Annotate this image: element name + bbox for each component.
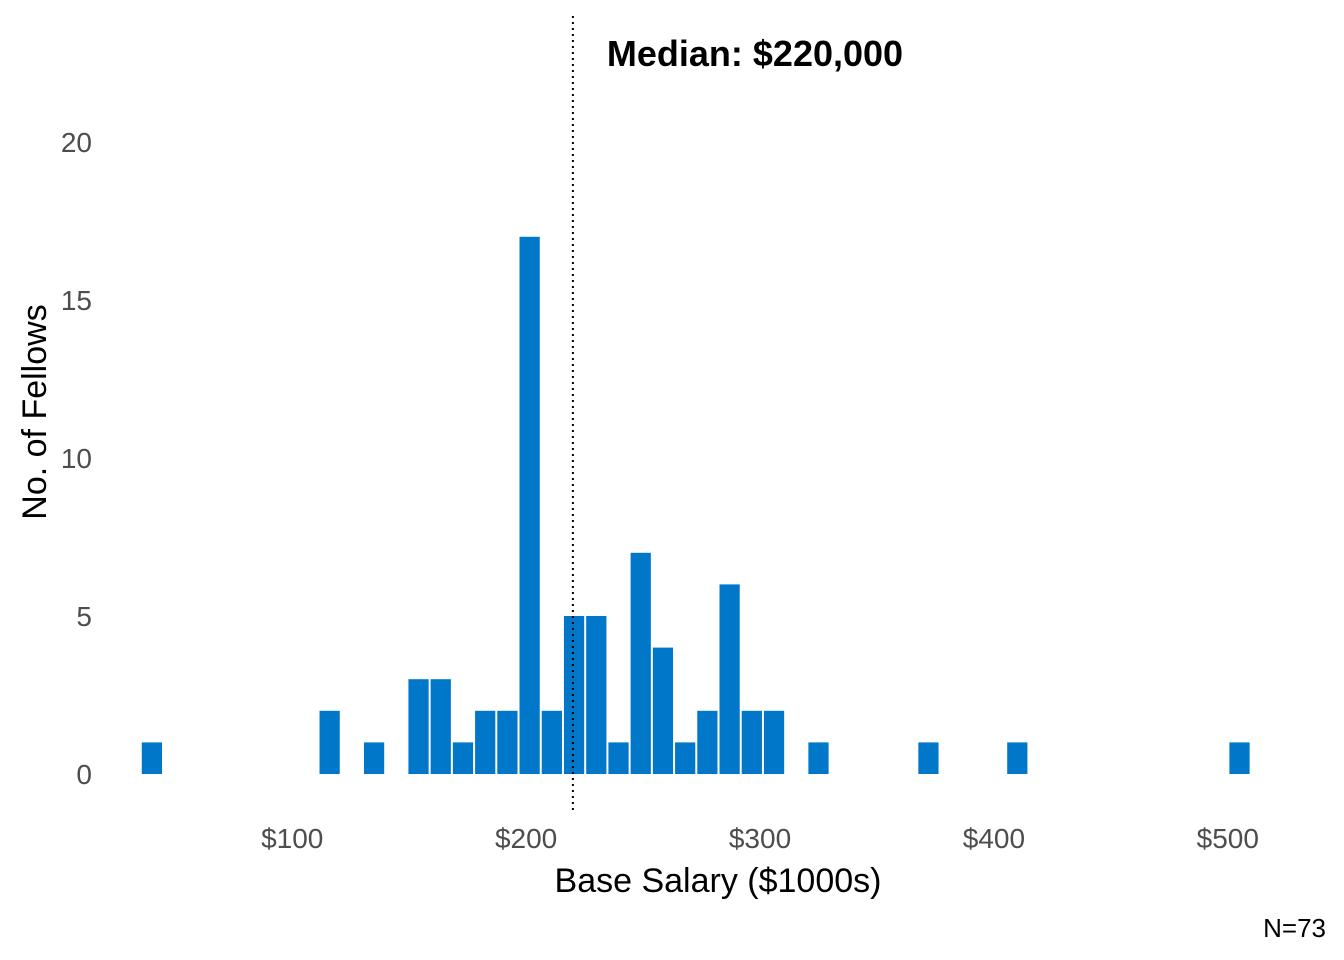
histogram-bar — [141, 742, 162, 774]
x-tick-label: $200 — [495, 823, 557, 854]
y-tick-label: 20 — [61, 127, 92, 158]
x-tick-label: $500 — [1197, 823, 1259, 854]
histogram-bars — [141, 236, 1250, 775]
histogram-bar — [541, 710, 562, 774]
histogram-bar — [652, 647, 674, 774]
histogram-bar — [452, 742, 474, 774]
x-axis-ticks: $100 $200 $300 $400 $500 — [261, 823, 1259, 854]
histogram-bar — [918, 742, 939, 774]
x-axis-title: Base Salary ($1000s) — [555, 862, 882, 900]
median-label: Median: $220,000 — [607, 33, 903, 74]
histogram-bar — [697, 710, 718, 774]
y-axis-ticks: 0 5 10 15 20 — [61, 127, 92, 790]
y-tick-label: 5 — [76, 601, 92, 632]
histogram-bar — [608, 742, 629, 774]
y-axis-title: No. of Fellows — [16, 304, 54, 519]
histogram-bar — [363, 742, 385, 774]
histogram-bar — [408, 679, 429, 774]
histogram-bar — [430, 679, 451, 774]
sample-size-caption: N=73 — [1263, 913, 1326, 943]
x-tick-label: $100 — [261, 823, 323, 854]
histogram-bar — [808, 742, 829, 774]
histogram-bar — [741, 710, 762, 774]
histogram-bar — [675, 742, 696, 774]
histogram-bar — [630, 552, 651, 774]
y-tick-label: 0 — [76, 759, 92, 790]
histogram-bar — [475, 710, 496, 774]
histogram-bar — [519, 236, 540, 775]
histogram-bar — [1229, 742, 1250, 774]
y-tick-label: 10 — [61, 443, 92, 474]
x-tick-label: $300 — [729, 823, 791, 854]
x-tick-label: $400 — [963, 823, 1025, 854]
histogram-bar — [1007, 742, 1028, 774]
histogram-bar — [763, 710, 785, 774]
histogram-bar — [719, 584, 740, 774]
histogram-bar — [319, 710, 340, 774]
histogram-bar — [497, 710, 518, 774]
histogram-bar — [563, 616, 585, 774]
y-tick-label: 15 — [61, 285, 92, 316]
histogram-bar — [586, 616, 607, 774]
